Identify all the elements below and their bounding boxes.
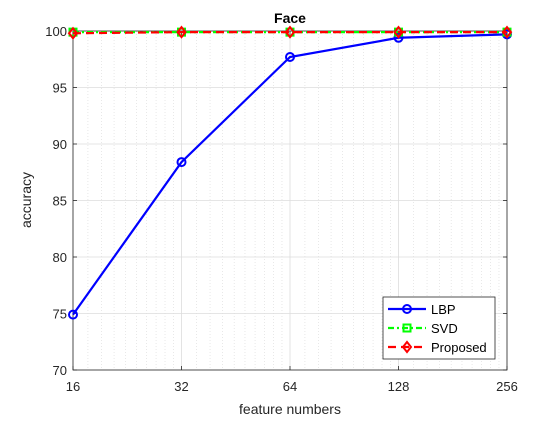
y-tick-label: 80 xyxy=(53,250,67,265)
data-point-lbp xyxy=(393,32,404,43)
y-tick-label: 85 xyxy=(53,194,67,209)
x-tick-label: 64 xyxy=(283,379,297,394)
series-line-proposed xyxy=(72,31,507,35)
legend-label-lbp: LBP xyxy=(431,302,456,317)
data-point-lbp xyxy=(285,51,295,62)
x-axis-label: feature numbers xyxy=(239,401,341,417)
data-point-lbp xyxy=(68,309,78,320)
legend-marker-svd xyxy=(402,323,412,333)
legend-marker-proposed xyxy=(401,340,413,354)
legend-label-svd: SVD xyxy=(431,321,458,336)
axes: 16 32 64 128 256 70 75 80 85 90 95 100 xyxy=(45,24,518,394)
x-tick-label: 16 xyxy=(66,379,80,394)
y-axis-label: accuracy xyxy=(18,172,34,228)
y-tick-label: 75 xyxy=(53,307,67,322)
y-tick-label: 90 xyxy=(53,137,67,152)
series-line-lbp xyxy=(72,33,508,316)
legend-label-proposed: Proposed xyxy=(431,340,487,355)
data-point-proposed xyxy=(501,25,513,39)
data-point-proposed xyxy=(393,25,404,39)
data-point-proposed xyxy=(176,25,187,39)
legend-box xyxy=(382,296,496,360)
y-tick-label: 70 xyxy=(53,363,67,378)
y-tick-label: 95 xyxy=(53,81,67,96)
data-point-proposed xyxy=(67,26,79,40)
y-tick-label: 100 xyxy=(45,24,67,39)
x-tick-label: 256 xyxy=(496,379,518,394)
legend-marker-lbp xyxy=(402,304,412,314)
chart-title: Face xyxy=(274,10,306,26)
data-point-proposed xyxy=(284,25,296,39)
x-tick-label: 32 xyxy=(174,379,188,394)
series-group xyxy=(67,25,513,320)
x-tick-label: 128 xyxy=(388,379,410,394)
data-point-lbp xyxy=(176,157,187,168)
legend: LBP SVD Proposed xyxy=(382,296,496,360)
